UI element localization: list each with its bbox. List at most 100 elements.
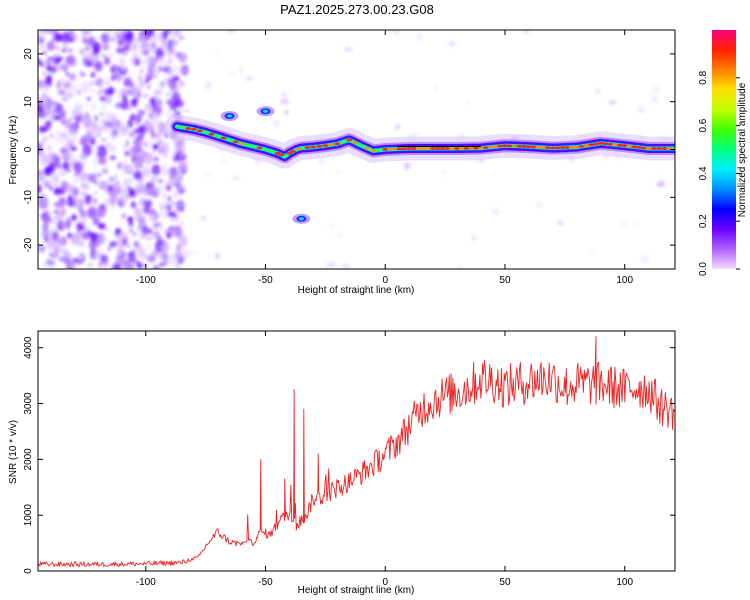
noise-spot [47, 145, 51, 150]
noise-spot [117, 162, 123, 170]
noise-spot [76, 260, 83, 266]
noise-spot [152, 230, 160, 239]
noise-spot [96, 172, 102, 177]
ridge-core-segment [521, 145, 528, 148]
faint-speck [317, 158, 327, 164]
noise-spot [173, 229, 181, 236]
noise-spot [99, 113, 104, 116]
noise-spot [173, 172, 179, 176]
noise-spot [85, 128, 95, 141]
noise-spot [38, 184, 42, 192]
faint-speck [404, 162, 410, 170]
noise-spot [146, 76, 152, 81]
noise-spot [53, 182, 59, 187]
noise-spot [47, 69, 52, 73]
noise-spot [162, 66, 167, 73]
ridge-core-segment [616, 143, 623, 147]
noise-spot [92, 147, 98, 154]
ridge-core-segment [463, 146, 470, 150]
noise-spot [94, 117, 99, 123]
ridge-core-segment [636, 145, 643, 149]
noise-spot [147, 55, 154, 64]
ridge-core-segment [597, 141, 604, 145]
feature-center [263, 109, 268, 113]
ridge-core-segment [569, 145, 576, 149]
noise-spot [155, 98, 163, 109]
faint-speck [471, 235, 476, 242]
faint-speck [283, 110, 290, 115]
noise-spot [43, 234, 50, 243]
noise-spot [129, 228, 133, 233]
faint-speck [653, 86, 660, 92]
ridge-core-segment [208, 132, 215, 136]
snr-y-label: SNR (10 * v/v) [8, 420, 19, 484]
ridge-core-segment [410, 147, 417, 150]
noise-spot [39, 30, 47, 35]
colorbar-ticks: 0.0 0.2 0.4 0.6 0.8 [698, 70, 740, 276]
faint-speck [589, 251, 594, 256]
ridge-core-segment [482, 146, 489, 149]
noise-spot [156, 222, 161, 226]
noise-spot [152, 251, 158, 257]
ridge-core-segment [449, 147, 456, 150]
noise-spot [60, 189, 65, 195]
noise-spot [96, 232, 106, 245]
noise-spot [67, 143, 74, 149]
noise-spot [114, 240, 118, 245]
noise-spot [152, 143, 159, 150]
noise-spot [91, 89, 96, 93]
noise-spot [153, 265, 160, 269]
ridge-core-segment [364, 146, 371, 150]
noise-spot [62, 41, 69, 50]
noise-spot [99, 87, 106, 93]
ridge-core-segment [650, 147, 657, 150]
faint-speck [393, 30, 400, 35]
noise-spot [153, 88, 163, 97]
noise-spot [39, 150, 45, 158]
noise-spot [62, 256, 71, 265]
noise-spot [45, 200, 50, 206]
noise-spot [88, 262, 93, 268]
noise-spot [142, 226, 149, 235]
noise-spot [90, 102, 97, 111]
noise-spot [135, 82, 143, 88]
noise-spot [111, 39, 117, 46]
noise-spot [145, 182, 154, 189]
noise-spot [51, 210, 55, 215]
colorbar-tick-label: 0.6 [698, 118, 709, 132]
noise-spot [107, 86, 115, 96]
noise-spot [60, 32, 70, 44]
ridge-core-segment [430, 147, 437, 150]
ridge-core-segment [286, 151, 293, 155]
noise-spot [129, 114, 136, 122]
noise-spot [100, 254, 109, 264]
noise-spot [160, 60, 168, 68]
noise-spot [148, 228, 153, 234]
spectrogram-x-tick-label: 50 [499, 275, 511, 286]
faint-speck [205, 82, 212, 90]
noise-spot [108, 50, 115, 60]
noise-spot [178, 162, 182, 166]
noise-spot [154, 173, 159, 180]
noise-spot [170, 82, 179, 96]
noise-spot [94, 61, 103, 72]
ridge-core-segment [492, 145, 499, 149]
faint-speck [186, 250, 197, 255]
noise-spot [106, 143, 111, 147]
noise-spot [109, 191, 119, 204]
noise-spot [78, 81, 88, 94]
ridge-core-segment [506, 144, 513, 148]
ridge-core-segment [382, 148, 389, 151]
noise-spot [169, 106, 174, 111]
noise-spot [45, 112, 50, 116]
faint-speck [203, 172, 213, 177]
noise-spot [101, 42, 110, 52]
noise-spot [101, 105, 106, 110]
ridge-core-segment [220, 136, 227, 140]
noise-spot [166, 92, 170, 97]
noise-spot [139, 69, 143, 74]
noise-spot [162, 47, 167, 51]
noise-spot [175, 262, 181, 269]
ridge-core-segment [334, 142, 341, 146]
noise-spot [175, 244, 182, 250]
